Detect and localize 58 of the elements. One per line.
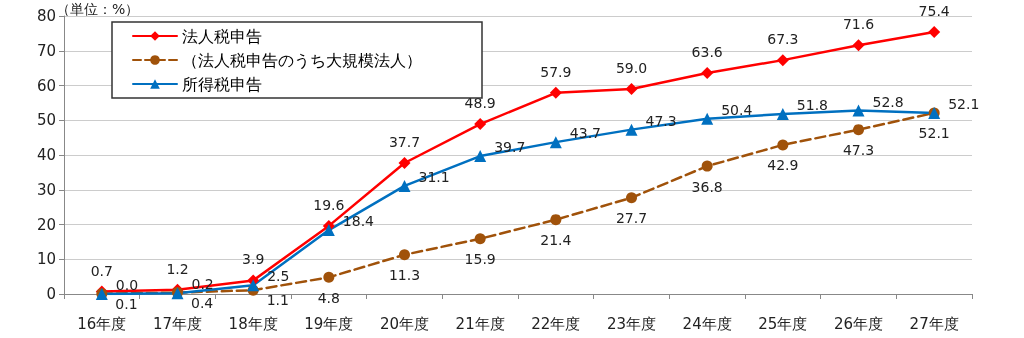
data-label: 37.7: [388, 133, 421, 150]
x-tick-label: 17年度: [152, 314, 203, 333]
data-label: 52.1: [918, 125, 950, 142]
data-label: 3.9: [242, 251, 265, 268]
data-label: 21.4: [540, 232, 572, 249]
data-label: 59.0: [615, 59, 648, 76]
x-tick-label: 21年度: [455, 314, 505, 333]
data-label: 27.7: [615, 210, 648, 227]
legend-label: 所得税申告: [182, 74, 262, 94]
data-label: 4.8: [317, 289, 340, 306]
data-label: 47.3: [645, 112, 677, 129]
y-tick-label: 20: [36, 215, 56, 234]
data-label: 0.1: [115, 295, 138, 312]
x-tick-label: 25年度: [758, 314, 808, 333]
data-label: 1.1: [266, 292, 289, 309]
data-label: 67.3: [767, 31, 799, 48]
data-label: 47.3: [842, 142, 875, 159]
y-tick-label: 80: [36, 7, 56, 25]
data-label: 50.4: [721, 101, 753, 118]
data-label: 0.7: [90, 262, 113, 279]
y-tick-label: 10: [36, 250, 56, 269]
data-label: 42.9: [767, 157, 799, 174]
x-tick-label: 23年度: [606, 314, 657, 333]
data-label: 71.6: [842, 16, 875, 33]
data-label: 18.4: [342, 213, 375, 230]
y-tick-label: 40: [36, 146, 56, 164]
x-tick-label: 20年度: [379, 314, 430, 333]
data-label: 75.4: [918, 2, 950, 19]
data-label: 52.8: [872, 93, 904, 110]
legend-label: 法人税申告: [182, 26, 262, 46]
y-tick-label: 70: [36, 41, 56, 60]
data-label: 2.5: [267, 268, 290, 285]
data-label: 0.0: [115, 277, 139, 293]
x-tick-label: 27年度: [909, 314, 959, 333]
x-tick-label: 22年度: [531, 314, 581, 333]
annotation: （単位：%）: [56, 1, 140, 17]
data-label: 48.9: [464, 95, 496, 112]
data-label: 15.9: [464, 251, 496, 268]
y-tick-label: 50: [36, 111, 56, 130]
x-tick-label: 26年度: [833, 314, 884, 333]
data-label: 52.1: [948, 95, 980, 112]
x-tick-label: 18年度: [228, 314, 278, 333]
y-tick-label: 60: [36, 76, 56, 95]
data-label: 63.6: [691, 43, 723, 60]
data-label: 11.3: [388, 267, 421, 284]
legend-label: （法人税申告のうち大規模法人）: [182, 50, 422, 70]
data-label: 51.8: [796, 97, 829, 113]
data-label: 36.8: [691, 178, 723, 195]
y-tick-label: 30: [36, 180, 56, 199]
data-label: 19.6: [313, 196, 345, 213]
data-label: 0.4: [191, 294, 214, 311]
x-tick-label: 16年度: [77, 314, 127, 333]
y-tick-label: 0: [46, 285, 56, 303]
data-label: 1.2: [166, 260, 189, 277]
data-label: 57.9: [540, 63, 572, 80]
data-label: 43.7: [569, 125, 602, 142]
x-tick-label: 24年度: [682, 314, 732, 333]
x-tick-label: 19年度: [304, 314, 354, 333]
